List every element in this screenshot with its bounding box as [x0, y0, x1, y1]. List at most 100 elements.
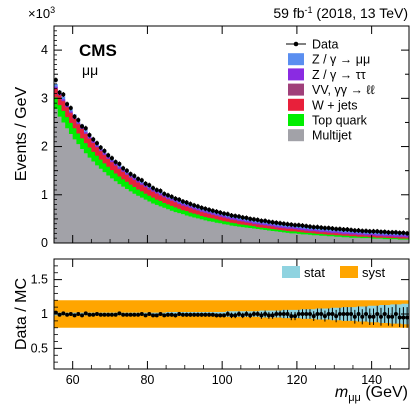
ratio-point [195, 312, 200, 317]
legend-swatch-top [288, 114, 304, 126]
lower-legend: stat syst [282, 265, 386, 280]
ratio-point [188, 312, 193, 317]
ratio-point [143, 313, 148, 318]
data-point [304, 224, 309, 229]
data-point [345, 227, 350, 232]
ratio-point [401, 315, 406, 320]
legend-swatch-ztautau [288, 68, 304, 81]
data-point [192, 203, 197, 208]
data-point [382, 229, 387, 234]
ratio-point [229, 313, 234, 318]
ratio-point [315, 312, 320, 316]
lower-axes: 0.5 1 1.5 60 80 100 120 140 [31, 259, 410, 387]
ratio-point [128, 312, 133, 317]
data-point [72, 114, 77, 119]
data-point [106, 153, 111, 158]
ratio-point [109, 312, 114, 317]
data-point [364, 228, 369, 233]
data-point [132, 173, 137, 178]
ratio-point [248, 313, 253, 318]
lower-x-tick-label: 140 [361, 373, 382, 387]
ratio-point [65, 312, 70, 317]
ratio-point [274, 312, 279, 316]
data-point [360, 228, 365, 233]
data-point [188, 201, 193, 206]
data-point [248, 216, 253, 221]
data-point [102, 148, 107, 153]
data-point [386, 230, 391, 235]
data-point [278, 221, 283, 226]
data-point [83, 126, 88, 131]
data-point [289, 222, 294, 227]
ratio-point [236, 312, 241, 316]
data-point [162, 191, 167, 196]
stacked-histogram [54, 83, 409, 244]
lower-y-axis-label: Data / MC [13, 278, 30, 350]
ratio-point [251, 312, 256, 316]
ratio-point [162, 313, 167, 318]
legend-swatch-zmumu [288, 53, 304, 66]
ratio-point [337, 312, 342, 316]
data-point [180, 199, 185, 204]
ratio-point [139, 312, 144, 316]
upper-y-tick-label: 1 [41, 188, 48, 202]
data-point [401, 230, 406, 235]
ratio-point [371, 314, 376, 319]
legend-label-stat_band: stat [304, 265, 325, 280]
data-point [139, 178, 144, 183]
data-point [68, 105, 73, 110]
data-point [151, 186, 156, 191]
ratio-point [177, 312, 182, 316]
data-point [244, 215, 249, 220]
ratio-point [378, 314, 383, 319]
data-point [393, 230, 398, 235]
ratio-point [266, 313, 271, 318]
legend-label-data: Data [312, 38, 338, 52]
data-point [356, 228, 361, 233]
ratio-point [124, 312, 129, 317]
ratio-point [147, 312, 152, 316]
data-point [76, 118, 81, 123]
ratio-point [121, 312, 126, 317]
ratio-point [360, 314, 365, 319]
data-point [158, 188, 163, 193]
lower-y-tick-label: 1.5 [31, 273, 48, 287]
data-point [263, 218, 268, 223]
data-point [57, 90, 62, 95]
data-point [330, 226, 335, 231]
data-point [147, 183, 152, 188]
data-point [378, 229, 383, 234]
data-point [236, 214, 241, 219]
data-point [98, 145, 103, 150]
data-point [390, 230, 395, 235]
data-point [199, 205, 204, 210]
data-point [229, 213, 234, 218]
ratio-point [94, 312, 99, 316]
ratio-point [296, 312, 301, 316]
data-point [117, 161, 122, 166]
data-point [225, 212, 230, 217]
legend-label-ztautau: Z / γ → ττ [312, 68, 366, 82]
data-point [337, 227, 342, 232]
ratio-point [330, 312, 335, 316]
upper-y-tick-label: 0 [41, 236, 48, 250]
ratio-point [285, 312, 290, 316]
ratio-point [165, 312, 170, 317]
data-point [154, 187, 159, 192]
legend-swatch-syst_band [340, 266, 358, 278]
data-point [319, 225, 324, 230]
data-point [397, 230, 402, 235]
ratio-point [386, 314, 391, 319]
ratio-point [356, 312, 361, 316]
data-point [109, 156, 114, 161]
legend-swatch-multijet [288, 129, 304, 142]
data-points [53, 77, 410, 236]
ratio-point [311, 314, 316, 319]
data-point [87, 132, 92, 137]
data-point [349, 227, 354, 232]
ratio-point [199, 312, 204, 317]
ratio-point [304, 312, 309, 316]
ratio-point [207, 312, 212, 317]
ratio-point [397, 315, 402, 320]
